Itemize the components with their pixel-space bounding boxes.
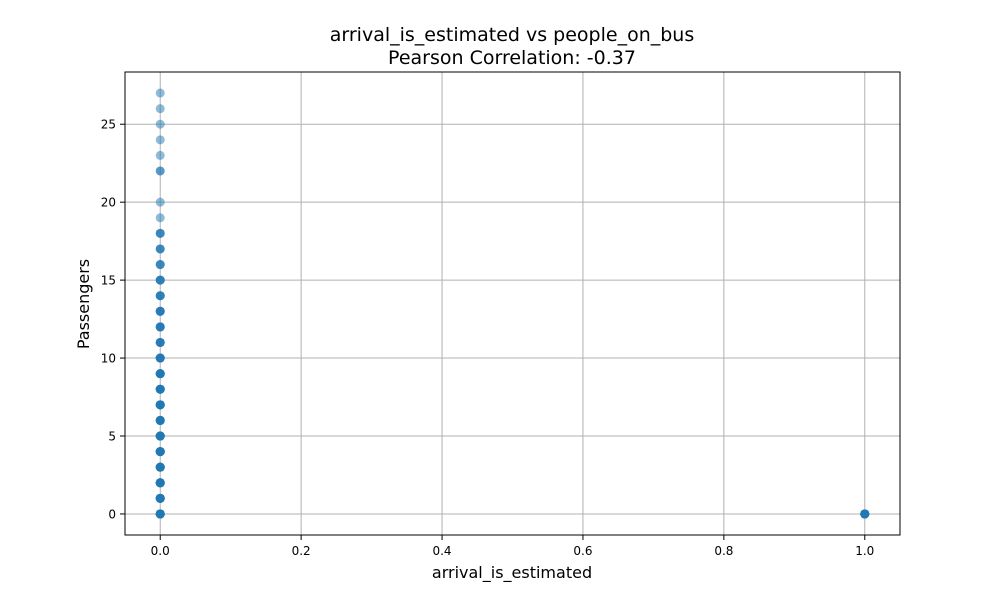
y-tick-label: 5 <box>108 430 116 444</box>
data-point <box>155 384 165 394</box>
x-tick-label: 0.8 <box>714 544 733 558</box>
data-point <box>155 244 165 254</box>
data-point <box>155 166 165 176</box>
y-tick-label: 10 <box>101 352 116 366</box>
data-point <box>155 322 165 332</box>
data-point <box>155 228 165 238</box>
data-point <box>155 306 165 316</box>
x-tick-label: 0.0 <box>151 544 170 558</box>
x-tick-label: 1.0 <box>855 544 874 558</box>
y-tick-label: 0 <box>108 507 116 521</box>
x-axis-ticks: 0.0 0.2 0.4 0.6 0.8 1.0 <box>151 535 874 558</box>
y-axis-label: Passengers <box>74 259 93 349</box>
y-axis-ticks: 0 5 10 15 20 25 <box>101 118 125 521</box>
plot-area-frame <box>124 71 901 536</box>
data-point <box>155 135 165 145</box>
data-point <box>155 150 165 160</box>
data-point <box>155 260 165 270</box>
data-point <box>155 88 165 98</box>
chart-title: arrival_is_estimated vs people_on_bus <box>330 24 695 46</box>
data-point <box>155 353 165 363</box>
data-point <box>155 415 165 425</box>
data-point <box>155 447 165 457</box>
data-point <box>155 431 165 441</box>
x-tick-label: 0.2 <box>292 544 311 558</box>
data-point <box>155 275 165 285</box>
data-point <box>155 400 165 410</box>
data-point <box>155 478 165 488</box>
data-point <box>155 369 165 379</box>
data-point <box>155 509 165 519</box>
data-point <box>155 291 165 301</box>
chart-subtitle: Pearson Correlation: -0.37 <box>388 47 636 69</box>
data-point <box>155 493 165 503</box>
data-points <box>155 88 870 519</box>
data-point <box>860 509 870 519</box>
data-point <box>155 462 165 472</box>
y-tick-label: 25 <box>101 118 116 132</box>
x-tick-label: 0.4 <box>432 544 451 558</box>
x-tick-label: 0.6 <box>573 544 592 558</box>
data-point <box>155 104 165 114</box>
x-axis-label: arrival_is_estimated <box>432 563 592 583</box>
data-point <box>155 337 165 347</box>
data-point <box>155 119 165 129</box>
y-tick-label: 20 <box>101 196 116 210</box>
y-tick-label: 15 <box>101 274 116 288</box>
data-point <box>155 213 165 223</box>
data-point <box>155 197 165 207</box>
grid-layer <box>125 72 900 535</box>
